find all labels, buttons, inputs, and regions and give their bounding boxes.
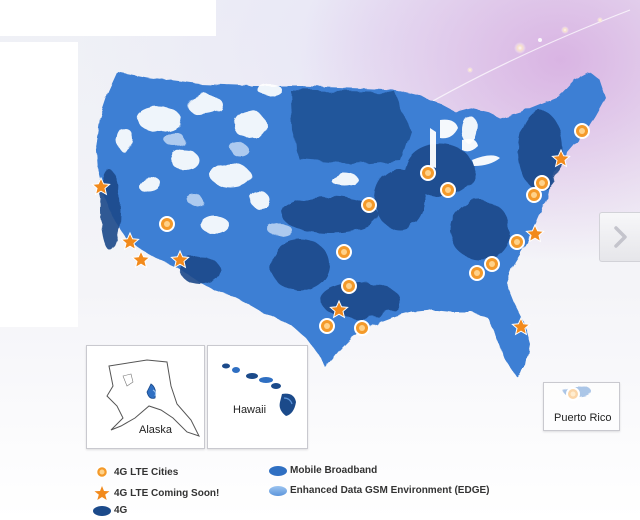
lte-city-marker-chicago bbox=[420, 165, 436, 181]
alaska-map bbox=[106, 359, 200, 437]
lte-city-marker-oklahoma-city bbox=[336, 244, 352, 260]
blank-panel-left bbox=[0, 42, 78, 327]
lte-city-marker-kansas-city bbox=[361, 197, 377, 213]
blank-panel-top bbox=[0, 0, 216, 36]
lte-soon-marker-orlando bbox=[511, 316, 531, 336]
legend-edge: Enhanced Data GSM Environment (EDGE) bbox=[268, 485, 489, 496]
lte-city-marker-indianapolis bbox=[440, 182, 456, 198]
legend-lte-coming-soon-label: 4G LTE Coming Soon! bbox=[114, 487, 220, 499]
lte-city-marker-charlotte bbox=[509, 234, 525, 250]
lte-city-marker-san-antonio bbox=[319, 318, 335, 334]
puerto-rico-label: Puerto Rico bbox=[554, 412, 612, 424]
alaska-label: Alaska bbox=[139, 424, 173, 436]
lte-city-marker-houston bbox=[354, 320, 370, 336]
lte-city-marker-washington bbox=[526, 187, 542, 203]
4g-swatch bbox=[93, 505, 111, 516]
legend-lte-cities-label: 4G LTE Cities bbox=[114, 466, 179, 478]
chevron-right-icon bbox=[613, 226, 627, 248]
legend-4g: 4G bbox=[92, 505, 127, 516]
hawaii-inset[interactable]: Hawaii bbox=[207, 345, 308, 449]
mobile-broadband-swatch bbox=[269, 465, 287, 476]
lte-soon-marker-austin bbox=[329, 299, 349, 319]
legend-mobile-broadband: Mobile Broadband bbox=[268, 465, 377, 476]
orange-circle-marker-icon bbox=[95, 465, 109, 479]
lte-city-marker-boston bbox=[574, 123, 590, 139]
lte-soon-marker-tucson bbox=[170, 249, 190, 269]
legend-mobile-broadband-label: Mobile Broadband bbox=[290, 465, 378, 476]
lte-city-marker-birmingham bbox=[469, 265, 485, 281]
alaska-inset[interactable]: Alaska bbox=[86, 345, 205, 449]
next-map-button[interactable] bbox=[599, 212, 640, 262]
lte-soon-marker-new-york bbox=[551, 148, 571, 168]
lte-coming-soon-markers bbox=[91, 148, 571, 336]
lte-soon-marker-san-diego bbox=[131, 249, 151, 269]
lte-city-marker-atlanta bbox=[484, 256, 500, 272]
lte-city-marker-baltimore bbox=[534, 175, 550, 191]
legend-lte-coming-soon: 4G LTE Coming Soon! bbox=[92, 485, 219, 501]
lte-soon-marker-san-francisco bbox=[91, 176, 111, 196]
puerto-rico-inset[interactable]: Puerto Rico bbox=[543, 382, 620, 431]
lte-soon-marker-los-angeles bbox=[120, 231, 140, 251]
lte-city-marker-phoenix-area bbox=[159, 216, 175, 232]
lte-city-marker-dallas bbox=[341, 278, 357, 294]
lte-soon-marker-raleigh bbox=[525, 223, 545, 243]
legend-edge-label: Enhanced Data GSM Environment (EDGE) bbox=[290, 485, 490, 496]
edge-swatch bbox=[269, 485, 287, 496]
legend-lte-cities: 4G LTE Cities bbox=[92, 465, 178, 479]
hawaii-map bbox=[222, 363, 296, 416]
hawaii-label: Hawaii bbox=[233, 404, 267, 416]
orange-star-marker-icon bbox=[94, 486, 110, 500]
legend-4g-label: 4G bbox=[114, 505, 128, 516]
